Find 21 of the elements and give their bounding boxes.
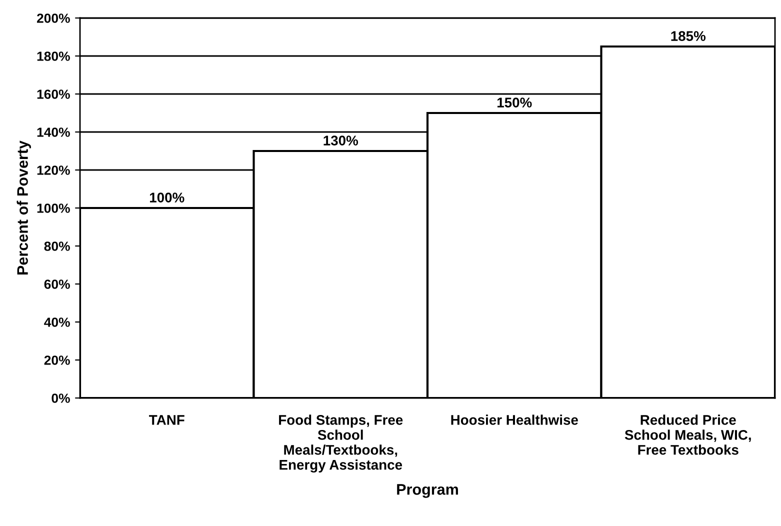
x-tick-label: TANF [149, 415, 184, 425]
data-label: 100% [150, 192, 184, 202]
y-tick-label: 80% [44, 242, 70, 251]
data-label: 185% [671, 31, 706, 41]
y-tick-label: 140% [37, 128, 70, 137]
y-tick-label: 40% [44, 318, 70, 327]
x-axis-title: Program [397, 484, 458, 498]
y-tick-label: 120% [37, 166, 70, 175]
y-tick-label: 0% [52, 394, 70, 403]
y-tick-label: 160% [37, 90, 70, 99]
data-label: 150% [497, 98, 532, 108]
x-tick-label: Food Stamps, Free School Meals/Textbooks, Energy Assistance [279, 414, 403, 473]
y-tick-label: 100% [37, 204, 70, 213]
y-tick-label: 200% [36, 14, 70, 23]
x-tick-label: Hoosier Healthwise [451, 414, 578, 425]
y-axis-title: Percent of Poverty [16, 140, 31, 274]
x-tick-label: Reduced Price School Meals, WIC, Free Textbooks [624, 414, 751, 455]
y-tick-label: 20% [44, 356, 70, 365]
y-tick-label: 60% [44, 280, 70, 289]
data-label: 130% [324, 136, 358, 146]
y-tick-label: 180% [37, 52, 70, 61]
